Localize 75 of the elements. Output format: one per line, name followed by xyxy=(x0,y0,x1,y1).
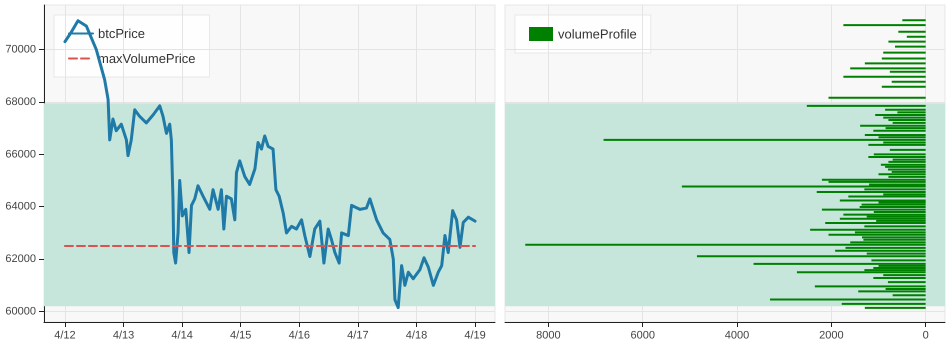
bar xyxy=(895,46,926,48)
bar xyxy=(885,166,926,168)
bar xyxy=(842,302,926,305)
bar xyxy=(888,40,926,43)
bar xyxy=(754,262,926,265)
bar xyxy=(880,164,926,166)
bar xyxy=(604,138,926,141)
legend-label: volumeProfile xyxy=(558,26,637,42)
bar xyxy=(825,222,926,224)
bar xyxy=(862,204,926,206)
bar xyxy=(810,228,926,231)
bar xyxy=(885,108,926,111)
bar xyxy=(898,30,926,33)
bar xyxy=(682,186,926,188)
bar xyxy=(843,76,926,78)
bar xyxy=(873,276,926,279)
bar xyxy=(828,234,926,236)
y-tick-label: 70000 xyxy=(5,44,36,56)
bar xyxy=(843,214,926,216)
bar xyxy=(902,19,926,22)
y-tick-label: 60000 xyxy=(5,306,36,318)
legend-label: maxVolumePrice xyxy=(98,51,196,66)
x-tick-label: 4/15 xyxy=(230,330,252,342)
y-tick-label: 68000 xyxy=(5,96,36,108)
bar xyxy=(796,271,926,274)
x-tick-label: 8000 xyxy=(536,330,561,342)
legend-label: btcPrice xyxy=(98,26,145,41)
bar xyxy=(864,62,926,64)
bar xyxy=(840,199,926,202)
bar xyxy=(892,80,926,83)
bar xyxy=(906,36,926,38)
bar xyxy=(816,191,926,194)
bar xyxy=(864,134,926,136)
x-tick-label: 4/18 xyxy=(406,330,428,342)
bar xyxy=(770,298,926,300)
bar xyxy=(892,294,926,296)
bar xyxy=(525,244,926,246)
bar xyxy=(848,196,926,198)
bar xyxy=(883,52,926,54)
x-tick-label: 2000 xyxy=(819,330,844,342)
bar xyxy=(890,148,926,151)
x-tick-label: 4/12 xyxy=(54,330,76,342)
bar xyxy=(873,130,926,132)
x-tick-label: 4/14 xyxy=(171,330,193,342)
bar xyxy=(882,57,926,60)
bar xyxy=(822,178,926,181)
bar xyxy=(888,281,926,284)
x-tick-label: 4000 xyxy=(724,330,750,342)
y-tick-label: 66000 xyxy=(5,148,36,160)
bar xyxy=(850,67,926,70)
bar xyxy=(696,255,926,258)
bar xyxy=(806,104,926,107)
x-tick-label: 6000 xyxy=(630,330,655,342)
x-tick-label: 4/13 xyxy=(112,330,134,342)
x-tick-label: 4/19 xyxy=(464,330,486,342)
bar xyxy=(814,285,926,288)
x-tick-label: 4/17 xyxy=(347,330,369,342)
bar xyxy=(868,156,926,158)
bar xyxy=(888,168,926,171)
y-tick-label: 62000 xyxy=(5,253,36,266)
bar xyxy=(882,86,926,88)
x-tick-label: 0 xyxy=(922,330,929,342)
bar xyxy=(822,208,926,211)
bar xyxy=(843,24,926,26)
bar xyxy=(828,96,926,99)
bar xyxy=(875,114,926,116)
bar xyxy=(878,173,926,176)
bar xyxy=(858,290,926,292)
bar xyxy=(840,218,926,220)
bar xyxy=(835,250,926,252)
y-tick-label: 64000 xyxy=(5,200,36,213)
bar xyxy=(868,144,926,146)
x-tick-label: 4/16 xyxy=(288,330,310,342)
bar xyxy=(860,124,926,127)
bar xyxy=(864,306,926,309)
